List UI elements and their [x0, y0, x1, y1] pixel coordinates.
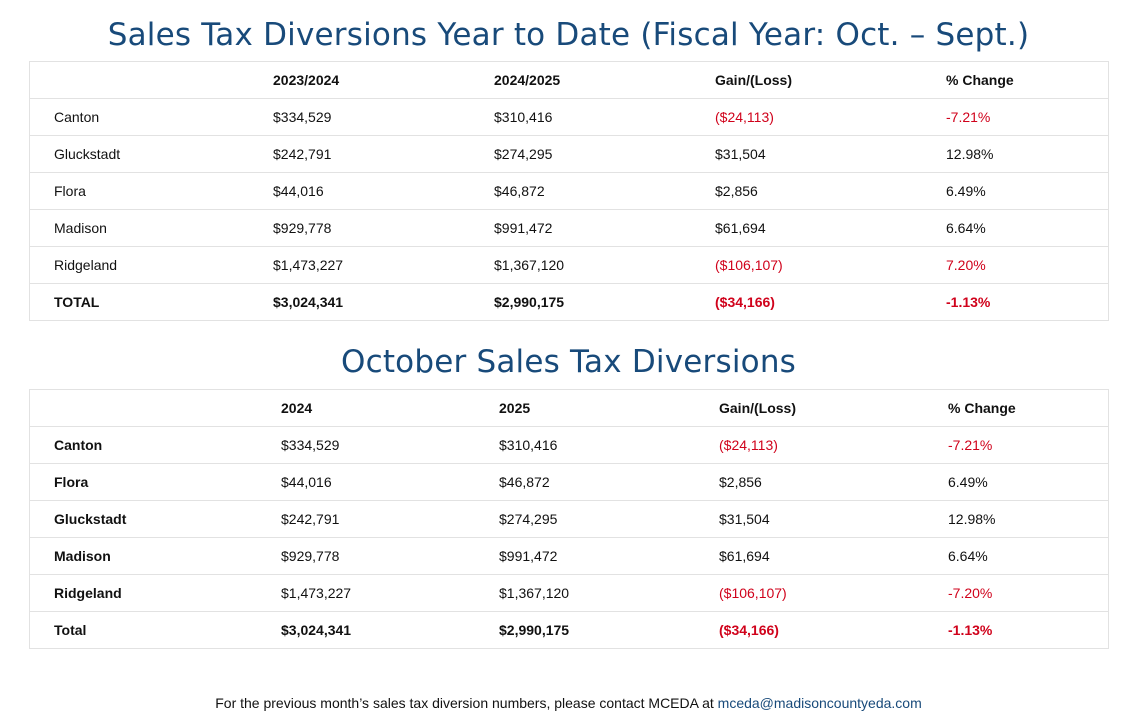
pct-change-value: 6.49% — [948, 463, 1109, 501]
total-gain-loss: ($34,166) — [719, 611, 948, 649]
column-header-pct-change: % Change — [946, 61, 1109, 99]
column-header-city — [29, 61, 273, 99]
curr-year-value: $46,872 — [499, 463, 719, 501]
prev-year-value: $929,778 — [281, 537, 499, 575]
table-row: Ridgeland $1,473,227 $1,367,120 ($106,10… — [29, 246, 1109, 284]
footer-text: For the previous month’s sales tax diver… — [215, 695, 718, 711]
curr-year-value: $274,295 — [499, 500, 719, 538]
curr-year-value: $310,416 — [494, 98, 715, 136]
column-header-curr-year: 2025 — [499, 389, 719, 427]
gain-loss-value: $31,504 — [719, 500, 948, 538]
city-name: Ridgeland — [29, 574, 281, 612]
curr-year-value: $46,872 — [494, 172, 715, 210]
table-row: Madison $929,778 $991,472 $61,694 6.64% — [29, 209, 1109, 247]
total-pct-change: -1.13% — [948, 611, 1109, 649]
ytd-title: Sales Tax Diversions Year to Date (Fisca… — [107, 17, 1030, 53]
prev-year-value: $1,473,227 — [273, 246, 494, 284]
city-name: Flora — [29, 172, 273, 210]
city-name: Canton — [29, 426, 281, 464]
curr-year-value: $991,472 — [499, 537, 719, 575]
october-table: 2024 2025 Gain/(Loss) % Change Canton $3… — [29, 389, 1109, 649]
total-label: Total — [29, 611, 281, 649]
pct-change-value: 6.64% — [948, 537, 1109, 575]
prev-year-value: $929,778 — [273, 209, 494, 247]
curr-year-value: $1,367,120 — [494, 246, 715, 284]
total-prev-year: $3,024,341 — [281, 611, 499, 649]
prev-year-value: $1,473,227 — [281, 574, 499, 612]
pct-change-value: 7.20% — [946, 246, 1109, 284]
gain-loss-value: $2,856 — [715, 172, 946, 210]
total-gain-loss: ($34,166) — [715, 283, 946, 321]
total-curr-year: $2,990,175 — [499, 611, 719, 649]
prev-year-value: $242,791 — [281, 500, 499, 538]
column-header-gain-loss: Gain/(Loss) — [719, 389, 948, 427]
table-row: Flora $44,016 $46,872 $2,856 6.49% — [29, 463, 1109, 501]
table-row: Ridgeland $1,473,227 $1,367,120 ($106,10… — [29, 574, 1109, 612]
table-row: Madison $929,778 $991,472 $61,694 6.64% — [29, 537, 1109, 575]
city-name: Gluckstadt — [29, 500, 281, 538]
gain-loss-value: ($106,107) — [719, 574, 948, 612]
table-row: Canton $334,529 $310,416 ($24,113) -7.21… — [29, 98, 1109, 136]
table-row: Canton $334,529 $310,416 ($24,113) -7.21… — [29, 426, 1109, 464]
pct-change-value: -7.21% — [948, 426, 1109, 464]
gain-loss-value: $61,694 — [715, 209, 946, 247]
total-row: TOTAL $3,024,341 $2,990,175 ($34,166) -1… — [29, 283, 1109, 321]
total-label: TOTAL — [29, 283, 273, 321]
gain-loss-value: $2,856 — [719, 463, 948, 501]
city-name: Flora — [29, 463, 281, 501]
column-header-pct-change: % Change — [948, 389, 1109, 427]
table-row: Flora $44,016 $46,872 $2,856 6.49% — [29, 172, 1109, 210]
october-title: October Sales Tax Diversions — [340, 344, 797, 380]
gain-loss-value: ($24,113) — [715, 98, 946, 136]
prev-year-value: $44,016 — [281, 463, 499, 501]
prev-year-value: $334,529 — [281, 426, 499, 464]
pct-change-value: 6.49% — [946, 172, 1109, 210]
prev-year-value: $334,529 — [273, 98, 494, 136]
pct-change-value: 12.98% — [946, 135, 1109, 173]
pct-change-value: -7.21% — [946, 98, 1109, 136]
curr-year-value: $991,472 — [494, 209, 715, 247]
city-name: Ridgeland — [29, 246, 273, 284]
contact-email-link[interactable]: mceda@madisoncountyeda.com — [717, 695, 922, 711]
prev-year-value: $44,016 — [273, 172, 494, 210]
total-row: Total $3,024,341 $2,990,175 ($34,166) -1… — [29, 611, 1109, 649]
column-header-prev-year: 2024 — [281, 389, 499, 427]
column-header-city — [29, 389, 281, 427]
ytd-table: 2023/2024 2024/2025 Gain/(Loss) % Change… — [29, 61, 1109, 321]
total-curr-year: $2,990,175 — [494, 283, 715, 321]
table-row: Gluckstadt $242,791 $274,295 $31,504 12.… — [29, 135, 1109, 173]
city-name: Gluckstadt — [29, 135, 273, 173]
prev-year-value: $242,791 — [273, 135, 494, 173]
column-header-gain-loss: Gain/(Loss) — [715, 61, 946, 99]
total-pct-change: -1.13% — [946, 283, 1109, 321]
table-header-row: 2024 2025 Gain/(Loss) % Change — [29, 389, 1109, 427]
table-row: Gluckstadt $242,791 $274,295 $31,504 12.… — [29, 500, 1109, 538]
gain-loss-value: ($106,107) — [715, 246, 946, 284]
gain-loss-value: ($24,113) — [719, 426, 948, 464]
city-name: Madison — [29, 537, 281, 575]
pct-change-value: 6.64% — [946, 209, 1109, 247]
table-header-row: 2023/2024 2024/2025 Gain/(Loss) % Change — [29, 61, 1109, 99]
curr-year-value: $1,367,120 — [499, 574, 719, 612]
gain-loss-value: $61,694 — [719, 537, 948, 575]
column-header-curr-year: 2024/2025 — [494, 61, 715, 99]
city-name: Madison — [29, 209, 273, 247]
city-name: Canton — [29, 98, 273, 136]
pct-change-value: 12.98% — [948, 500, 1109, 538]
gain-loss-value: $31,504 — [715, 135, 946, 173]
column-header-prev-year: 2023/2024 — [273, 61, 494, 99]
curr-year-value: $310,416 — [499, 426, 719, 464]
pct-change-value: -7.20% — [948, 574, 1109, 612]
total-prev-year: $3,024,341 — [273, 283, 494, 321]
curr-year-value: $274,295 — [494, 135, 715, 173]
footer-note: For the previous month’s sales tax diver… — [0, 695, 1125, 711]
